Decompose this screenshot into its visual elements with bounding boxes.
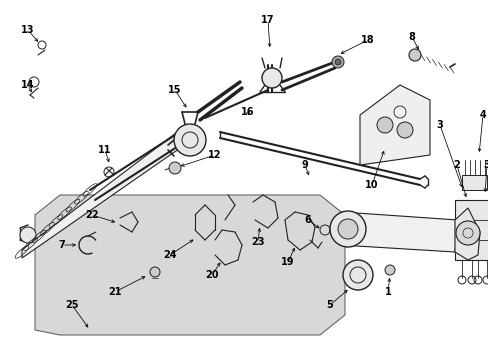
- Text: 8: 8: [408, 32, 415, 42]
- Circle shape: [331, 56, 343, 68]
- Polygon shape: [35, 195, 345, 335]
- Polygon shape: [461, 175, 486, 190]
- Circle shape: [169, 162, 181, 174]
- Text: 25: 25: [65, 300, 79, 310]
- Text: 15: 15: [168, 85, 182, 95]
- Text: 1: 1: [384, 287, 390, 297]
- Text: 3: 3: [483, 160, 488, 170]
- Circle shape: [337, 219, 357, 239]
- Polygon shape: [454, 208, 479, 260]
- Polygon shape: [339, 212, 457, 252]
- Text: 12: 12: [208, 150, 221, 160]
- Circle shape: [20, 227, 36, 243]
- Text: 5: 5: [326, 300, 333, 310]
- Circle shape: [262, 68, 282, 88]
- Circle shape: [384, 265, 394, 275]
- Circle shape: [150, 267, 160, 277]
- Circle shape: [408, 49, 420, 61]
- Text: 10: 10: [365, 180, 378, 190]
- Text: 3: 3: [436, 120, 443, 130]
- Text: 4: 4: [479, 110, 486, 120]
- Text: 22: 22: [85, 210, 99, 220]
- Text: 24: 24: [163, 250, 176, 260]
- Text: 18: 18: [361, 35, 374, 45]
- Text: 2: 2: [453, 160, 459, 170]
- Text: 20: 20: [205, 270, 218, 280]
- Polygon shape: [359, 85, 429, 165]
- Circle shape: [342, 260, 372, 290]
- Circle shape: [329, 211, 365, 247]
- Circle shape: [334, 59, 340, 65]
- Text: 19: 19: [281, 257, 294, 267]
- Text: 14: 14: [21, 80, 35, 90]
- Circle shape: [174, 124, 205, 156]
- Text: 9: 9: [301, 160, 308, 170]
- Text: 7: 7: [59, 240, 65, 250]
- Circle shape: [376, 117, 392, 133]
- Text: 13: 13: [21, 25, 35, 35]
- Circle shape: [396, 122, 412, 138]
- Text: 17: 17: [261, 15, 274, 25]
- Circle shape: [455, 221, 479, 245]
- Polygon shape: [454, 200, 488, 260]
- Text: 21: 21: [108, 287, 122, 297]
- Polygon shape: [22, 130, 195, 258]
- Text: 23: 23: [251, 237, 264, 247]
- Text: 6: 6: [304, 215, 311, 225]
- Text: 16: 16: [241, 107, 254, 117]
- Text: 11: 11: [98, 145, 112, 155]
